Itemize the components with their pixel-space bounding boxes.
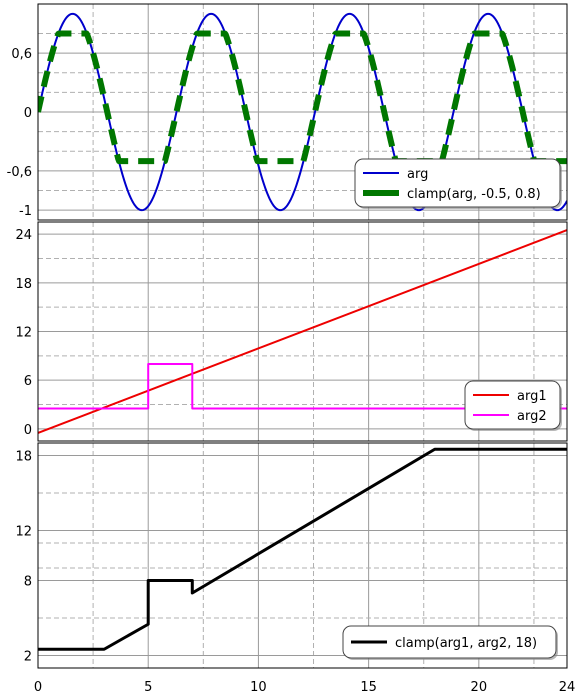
y-tick-label: 6 xyxy=(24,374,32,389)
series-group xyxy=(38,447,567,651)
legend-box xyxy=(354,158,561,208)
series-group xyxy=(38,12,567,212)
legend-label: clamp(arg1, arg2, 18) xyxy=(395,636,537,651)
plot-frame xyxy=(37,442,568,669)
panel-3: 2 8 12 18 clamp(arg1, arg2, 18) xyxy=(15,442,568,669)
y-tick-label: 12 xyxy=(15,525,32,540)
legend: arg clamp(arg, -0.5, 0.8) xyxy=(354,158,562,209)
y-tick-label: 8 xyxy=(24,575,32,590)
legend-box xyxy=(342,625,557,659)
series-line-arg2 xyxy=(38,362,567,410)
legend-label: arg1 xyxy=(517,389,547,404)
panel-1: -1 -0,6 0 0,6 arg clamp(arg, -0.5, 0.8) xyxy=(7,3,568,221)
y-tick-label: 0 xyxy=(24,106,32,121)
y-tick-label: 0,6 xyxy=(11,47,32,62)
panel-2: 0 6 12 18 24 arg1 arg2 xyxy=(15,221,568,442)
legend-label: arg2 xyxy=(517,409,547,424)
y-tick-label: 12 xyxy=(15,326,32,341)
x-tick-label: 10 xyxy=(250,680,267,695)
y-tick-label: 18 xyxy=(15,277,32,292)
series-line-arg xyxy=(38,12,567,212)
y-tick-label: -0,6 xyxy=(7,165,32,180)
plot-frame xyxy=(37,3,568,221)
legend: arg1 arg2 xyxy=(464,380,562,431)
series-line-clamp-arg1-arg2-18- xyxy=(38,447,567,651)
legend: clamp(arg1, arg2, 18) xyxy=(342,625,558,660)
y-tick-label: 2 xyxy=(24,650,32,665)
x-tick-label: 24 xyxy=(559,680,576,695)
series-group xyxy=(38,229,567,434)
y-tick-label: -1 xyxy=(19,204,32,219)
plots-layer: -1 -0,6 0 0,6 arg clamp(arg, -0.5, 0.8) 0 6 12 18… xyxy=(7,3,568,669)
x-tick-label: 5 xyxy=(144,680,152,695)
y-tick-label: 0 xyxy=(24,423,32,438)
legend-label: arg xyxy=(407,167,428,182)
x-axis: 0 5 10 15 20 24 xyxy=(34,680,575,695)
y-tick-label: 24 xyxy=(15,228,32,243)
legend-label: clamp(arg, -0.5, 0.8) xyxy=(407,187,541,202)
x-tick-label: 0 xyxy=(34,680,42,695)
series-line-clamp-arg-0-5-0-8- xyxy=(38,30,567,165)
x-tick-label: 20 xyxy=(471,680,488,695)
y-tick-label: 18 xyxy=(15,450,32,465)
legend-box xyxy=(464,380,561,430)
plot-frame xyxy=(37,221,568,442)
series-line-arg1 xyxy=(38,229,567,434)
x-tick-label: 15 xyxy=(360,680,377,695)
